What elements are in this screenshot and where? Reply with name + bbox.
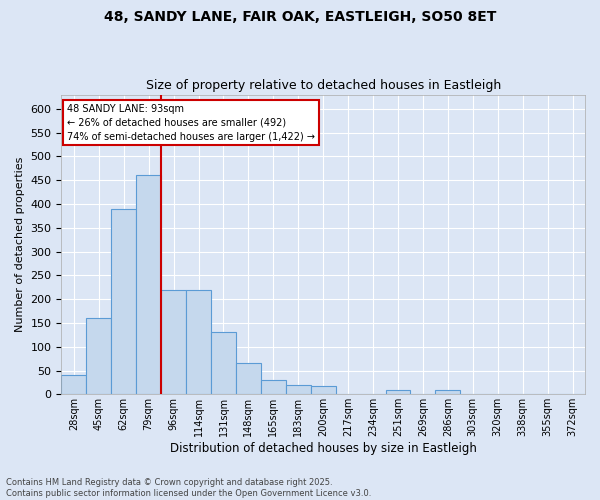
Bar xyxy=(111,208,136,394)
Bar xyxy=(211,332,236,394)
Bar xyxy=(86,318,111,394)
Bar xyxy=(161,290,186,395)
Bar xyxy=(136,176,161,394)
Y-axis label: Number of detached properties: Number of detached properties xyxy=(15,156,25,332)
Bar xyxy=(236,364,261,394)
X-axis label: Distribution of detached houses by size in Eastleigh: Distribution of detached houses by size … xyxy=(170,442,476,455)
Bar xyxy=(386,390,410,394)
Text: 48 SANDY LANE: 93sqm
← 26% of detached houses are smaller (492)
74% of semi-deta: 48 SANDY LANE: 93sqm ← 26% of detached h… xyxy=(67,104,314,142)
Bar xyxy=(186,290,211,395)
Title: Size of property relative to detached houses in Eastleigh: Size of property relative to detached ho… xyxy=(146,79,501,92)
Bar xyxy=(436,390,460,394)
Bar xyxy=(286,385,311,394)
Bar xyxy=(61,376,86,394)
Text: Contains HM Land Registry data © Crown copyright and database right 2025.
Contai: Contains HM Land Registry data © Crown c… xyxy=(6,478,371,498)
Bar xyxy=(261,380,286,394)
Bar xyxy=(311,386,335,394)
Text: 48, SANDY LANE, FAIR OAK, EASTLEIGH, SO50 8ET: 48, SANDY LANE, FAIR OAK, EASTLEIGH, SO5… xyxy=(104,10,496,24)
